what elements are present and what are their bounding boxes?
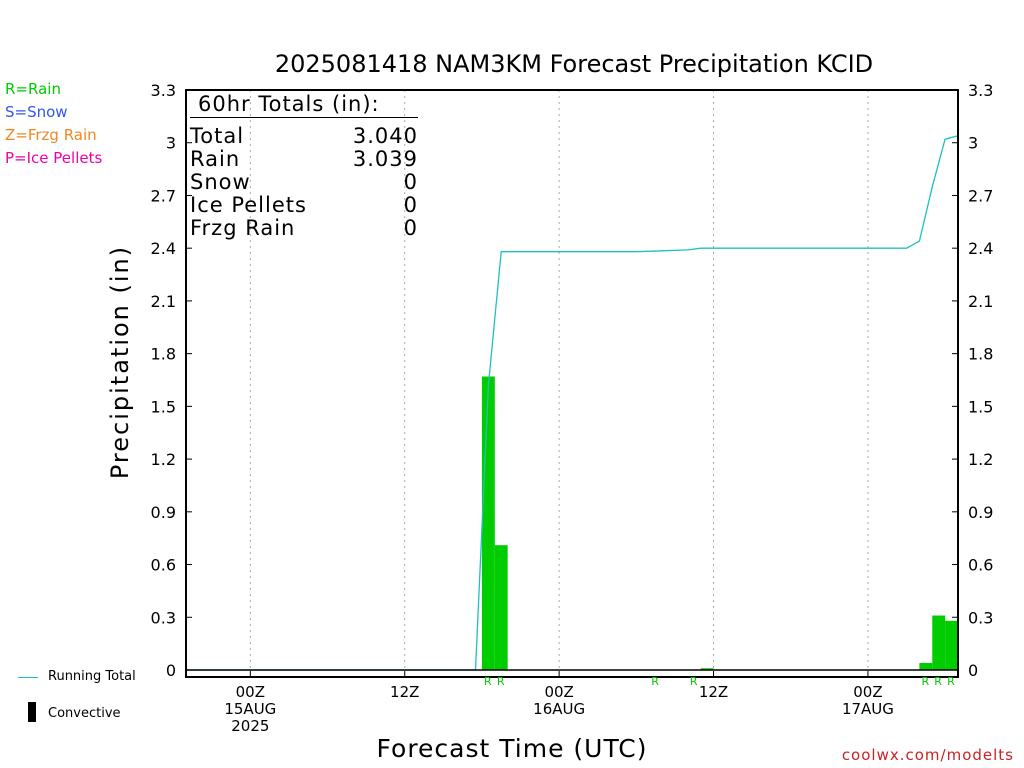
x-tick-label-3-0: 12Z bbox=[699, 683, 728, 701]
totals-label-rain: Rain bbox=[190, 147, 241, 171]
y-tick-label-left-9: 2.7 bbox=[151, 186, 176, 205]
precip-type-marker-2: R bbox=[651, 675, 659, 688]
x-tick-label-1-0: 12Z bbox=[390, 683, 419, 701]
totals-label-ice-pellets: Ice Pellets bbox=[190, 193, 307, 217]
y-tick-label-right-9: 2.7 bbox=[968, 186, 993, 205]
totals-label-frzg-rain: Frzg Rain bbox=[190, 216, 296, 240]
type-key-rain: R=Rain bbox=[5, 80, 61, 98]
grid-layer bbox=[249, 90, 869, 677]
totals-header-rule bbox=[190, 117, 418, 118]
precip-bar-0 bbox=[481, 376, 495, 670]
precip-type-marker-0: R bbox=[484, 675, 492, 688]
type-key-ice-pellets: P=Ice Pellets bbox=[5, 149, 103, 167]
y-tick-label-left-7: 2.1 bbox=[151, 292, 176, 311]
axes-layer bbox=[185, 89, 959, 678]
type-key-snow: S=Snow bbox=[5, 103, 68, 121]
precip-type-marker-6: R bbox=[947, 675, 955, 688]
x-tick-label-2-0: 00Z bbox=[544, 683, 573, 701]
y-tick-label-left-11: 3.3 bbox=[151, 81, 176, 100]
x-tick-label-4-0: 00Z bbox=[853, 683, 882, 701]
totals-value-ice-pellets: 0 bbox=[403, 193, 418, 217]
y-tick-label-right-7: 2.1 bbox=[968, 292, 993, 311]
totals-value-total: 3.040 bbox=[352, 124, 418, 148]
y-axis-label: Precipitation (in) bbox=[106, 244, 134, 480]
x-tick-label-0-2: 2025 bbox=[231, 717, 269, 735]
totals-value-snow: 0 bbox=[403, 170, 418, 194]
running-total-label: Running Total bbox=[48, 669, 136, 684]
x-tick-label-4-1: 17AUG bbox=[842, 700, 894, 718]
precip-type-marker-1: R bbox=[497, 675, 505, 688]
x-tick-label-0-1: 15AUG bbox=[224, 700, 276, 718]
y-tick-label-left-0: 0 bbox=[166, 661, 176, 680]
y-tick-label-right-2: 0.6 bbox=[968, 556, 993, 575]
totals-header: 60hr Totals (in): bbox=[198, 92, 380, 116]
running-total-line bbox=[186, 135, 959, 671]
y-tick-label-left-10: 3 bbox=[166, 134, 176, 153]
totals-box: 60hr Totals (in): Total 3.040 Rain 3.039… bbox=[188, 92, 424, 242]
y-tick-label-left-1: 0.3 bbox=[151, 608, 176, 627]
precip-bar-1 bbox=[494, 545, 508, 670]
type-key-frzg-rain: Z=Frzg Rain bbox=[5, 126, 97, 144]
y-tick-label-left-8: 2.4 bbox=[151, 239, 176, 258]
totals-value-rain: 3.039 bbox=[352, 147, 418, 171]
y-tick-label-right-1: 0.3 bbox=[968, 608, 993, 627]
y-tick-label-right-8: 2.4 bbox=[968, 239, 993, 258]
x-axis-label: Forecast Time (UTC) bbox=[376, 734, 648, 763]
ticks-layer: 0 00.3 0.30.6 0.60.9 0.91.2 1.21.5 1.51.8 1.82.… bbox=[151, 81, 994, 735]
running-total-swatch bbox=[18, 677, 38, 678]
y-tick-label-right-6: 1.8 bbox=[968, 345, 993, 364]
y-tick-label-right-5: 1.5 bbox=[968, 397, 993, 416]
precip-type-marker-5: R bbox=[934, 675, 942, 688]
totals-label-total: Total bbox=[190, 124, 245, 148]
x-tick-label-0-0: 00Z bbox=[236, 683, 265, 701]
precip-type-marker-4: R bbox=[921, 675, 929, 688]
y-tick-label-left-5: 1.5 bbox=[151, 397, 176, 416]
precip-bar-5 bbox=[945, 620, 958, 670]
y-tick-label-right-4: 1.2 bbox=[968, 450, 993, 469]
line-layer bbox=[186, 135, 959, 671]
credit-text: coolwx.com/modelts bbox=[841, 746, 1014, 764]
x-tick-label-2-1: 16AUG bbox=[533, 700, 585, 718]
plot-frame bbox=[185, 89, 959, 678]
y-tick-label-right-0: 0 bbox=[968, 661, 978, 680]
convective-label: Convective bbox=[48, 706, 121, 721]
totals-label-snow: Snow bbox=[190, 170, 251, 194]
y-tick-label-right-10: 3 bbox=[968, 134, 978, 153]
y-tick-label-left-4: 1.2 bbox=[151, 450, 176, 469]
bars-layer bbox=[481, 376, 958, 670]
y-tick-label-right-11: 3.3 bbox=[968, 81, 993, 100]
y-tick-label-right-3: 0.9 bbox=[968, 503, 993, 522]
convective-swatch bbox=[28, 702, 36, 722]
y-tick-label-left-3: 0.9 bbox=[151, 503, 176, 522]
y-tick-label-left-2: 0.6 bbox=[151, 556, 176, 575]
precip-type-marker-3: R bbox=[690, 675, 698, 688]
totals-value-frzg-rain: 0 bbox=[403, 216, 418, 240]
precip-bar-2 bbox=[700, 668, 714, 670]
y-tick-label-left-6: 1.8 bbox=[151, 345, 176, 364]
precip-bar-3 bbox=[919, 662, 933, 670]
precip-bar-4 bbox=[932, 615, 946, 670]
chart-title: 2025081418 NAM3KM Forecast Precipitation… bbox=[274, 50, 874, 78]
